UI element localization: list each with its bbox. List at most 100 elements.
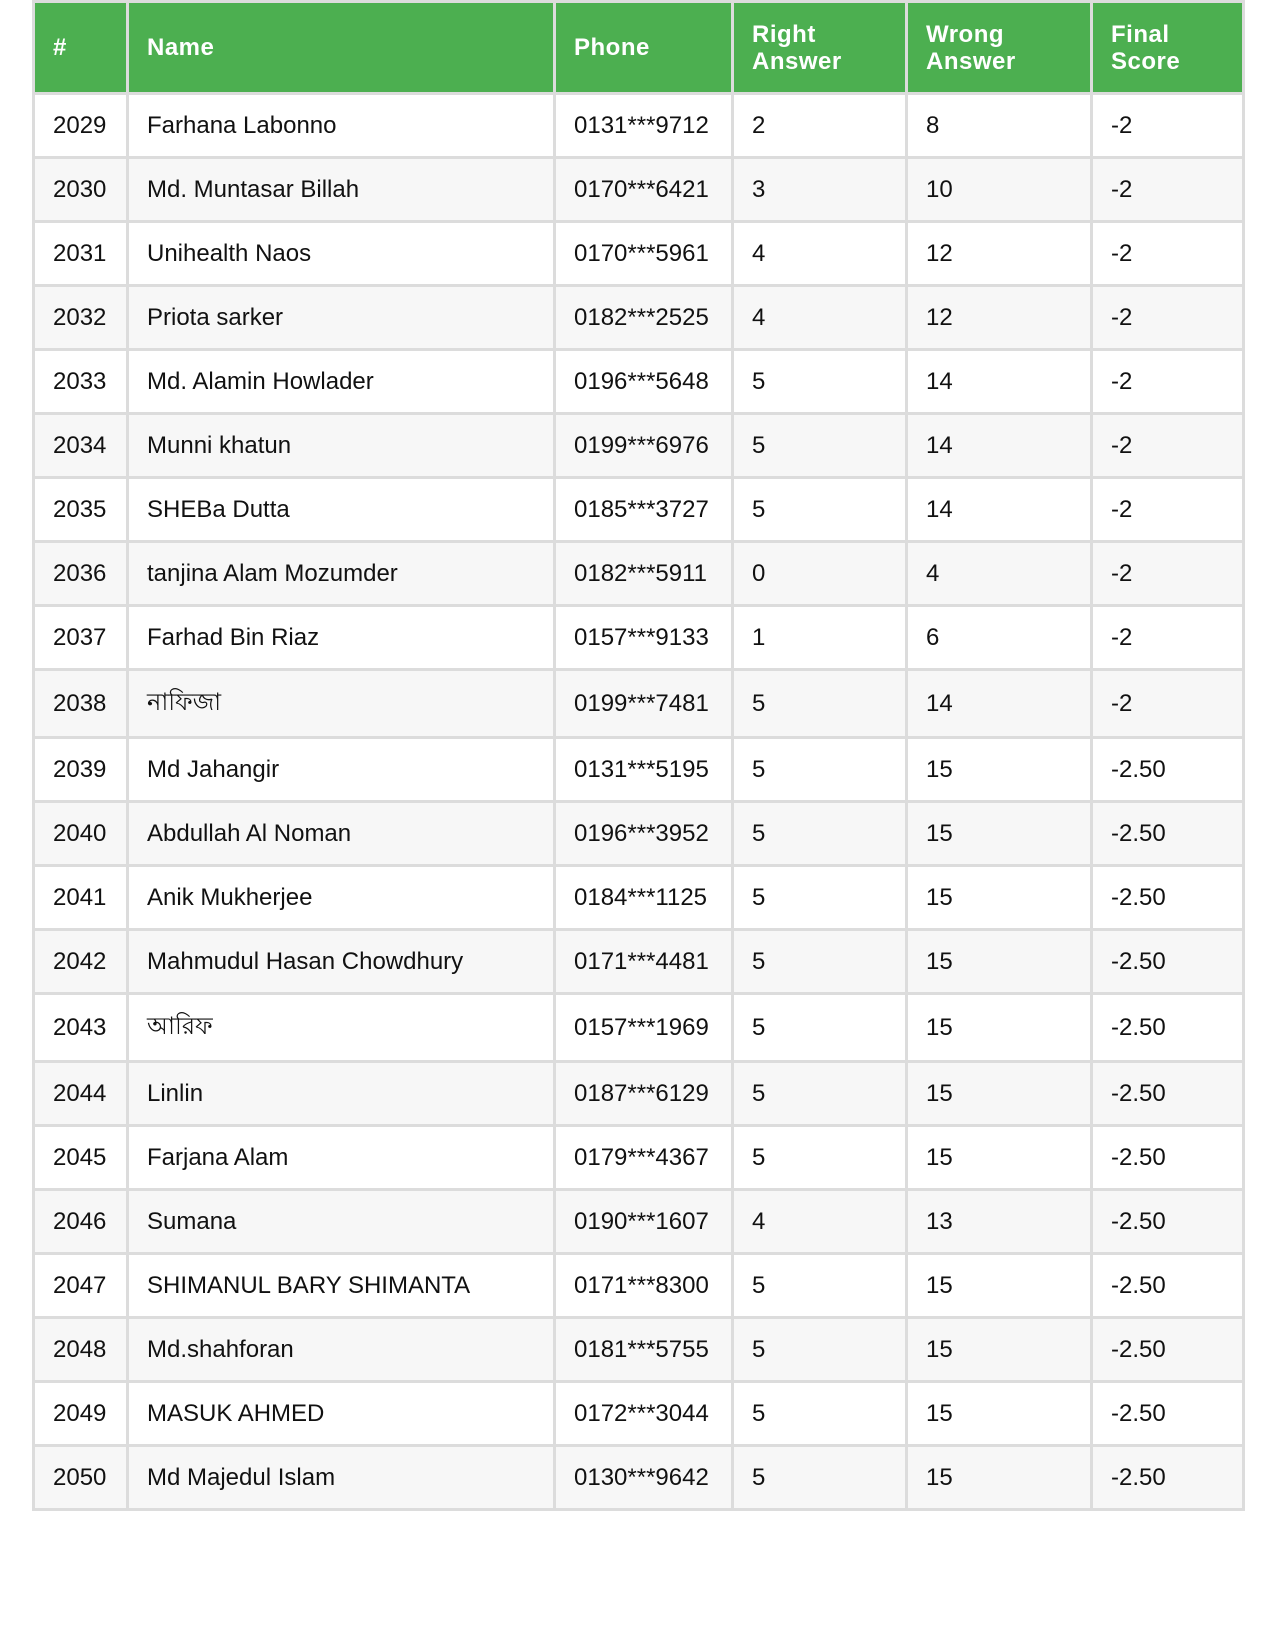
name-cell: Md. Muntasar Billah	[126, 156, 556, 223]
final-score-cell: -2.50	[1090, 1060, 1245, 1127]
phone-cell: 0179***4367	[553, 1124, 734, 1191]
header-row: # Name Phone Right Answer Wrong Answer F…	[32, 0, 1245, 95]
phone-cell: 0131***9712	[553, 92, 734, 159]
table-row: 2029 Farhana Labonno 0131***9712 2 8 -2	[32, 92, 1245, 159]
table-body: 2029 Farhana Labonno 0131***9712 2 8 -2 2030 Md…	[32, 92, 1245, 1511]
rank-cell: 2039	[32, 736, 129, 803]
phone-cell: 0171***8300	[553, 1252, 734, 1319]
phone-cell: 0187***6129	[553, 1060, 734, 1127]
phone-cell: 0182***5911	[553, 540, 734, 607]
col-header-final-score: Final Score	[1090, 0, 1245, 95]
rank-cell: 2034	[32, 412, 129, 479]
final-score-cell: -2.50	[1090, 736, 1245, 803]
col-header-phone: Phone	[553, 0, 734, 95]
phone-cell: 0199***6976	[553, 412, 734, 479]
right-answer-cell: 5	[731, 1444, 908, 1511]
wrong-answer-cell: 14	[905, 412, 1093, 479]
right-answer-cell: 5	[731, 736, 908, 803]
phone-cell: 0190***1607	[553, 1188, 734, 1255]
rank-cell: 2046	[32, 1188, 129, 1255]
right-answer-cell: 1	[731, 604, 908, 671]
table-row: 2041 Anik Mukherjee 0184***1125 5 15 -2.50	[32, 864, 1245, 931]
phone-cell: 0196***5648	[553, 348, 734, 415]
wrong-answer-cell: 15	[905, 1444, 1093, 1511]
table-row: 2043 আরিফ 0157***1969 5 15 -2.50	[32, 992, 1245, 1063]
wrong-answer-cell: 14	[905, 348, 1093, 415]
right-answer-cell: 4	[731, 284, 908, 351]
phone-cell: 0157***9133	[553, 604, 734, 671]
table-row: 2039 Md Jahangir 0131***5195 5 15 -2.50	[32, 736, 1245, 803]
wrong-answer-cell: 15	[905, 1060, 1093, 1127]
final-score-cell: -2	[1090, 156, 1245, 223]
right-answer-cell: 5	[731, 800, 908, 867]
col-header-name: Name	[126, 0, 556, 95]
name-cell: SHIMANUL BARY SHIMANTA	[126, 1252, 556, 1319]
wrong-answer-cell: 15	[905, 800, 1093, 867]
rank-cell: 2044	[32, 1060, 129, 1127]
wrong-answer-cell: 6	[905, 604, 1093, 671]
col-header-rank: #	[32, 0, 129, 95]
final-score-cell: -2.50	[1090, 1188, 1245, 1255]
wrong-answer-cell: 10	[905, 156, 1093, 223]
final-score-cell: -2	[1090, 604, 1245, 671]
phone-cell: 0170***5961	[553, 220, 734, 287]
final-score-cell: -2.50	[1090, 1124, 1245, 1191]
table-row: 2031 Unihealth Naos 0170***5961 4 12 -2	[32, 220, 1245, 287]
final-score-cell: -2.50	[1090, 1316, 1245, 1383]
right-answer-cell: 5	[731, 348, 908, 415]
col-header-right-answer: Right Answer	[731, 0, 908, 95]
name-cell: Abdullah Al Noman	[126, 800, 556, 867]
table-row: 2030 Md. Muntasar Billah 0170***6421 3 10 -2	[32, 156, 1245, 223]
final-score-cell: -2	[1090, 92, 1245, 159]
wrong-answer-cell: 15	[905, 1316, 1093, 1383]
name-cell: Farhad Bin Riaz	[126, 604, 556, 671]
final-score-cell: -2	[1090, 540, 1245, 607]
right-answer-cell: 5	[731, 1060, 908, 1127]
wrong-answer-cell: 14	[905, 476, 1093, 543]
final-score-cell: -2	[1090, 668, 1245, 739]
table-row: 2047 SHIMANUL BARY SHIMANTA 0171***8300 5 15…	[32, 1252, 1245, 1319]
leaderboard-table: # Name Phone Right Answer Wrong Answer F…	[32, 0, 1245, 1511]
wrong-answer-cell: 15	[905, 864, 1093, 931]
phone-cell: 0157***1969	[553, 992, 734, 1063]
table-row: 2040 Abdullah Al Noman 0196***3952 5 15 -2.50	[32, 800, 1245, 867]
table-row: 2044 Linlin 0187***6129 5 15 -2.50	[32, 1060, 1245, 1127]
right-answer-cell: 4	[731, 220, 908, 287]
rank-cell: 2048	[32, 1316, 129, 1383]
table-row: 2034 Munni khatun 0199***6976 5 14 -2	[32, 412, 1245, 479]
wrong-answer-cell: 8	[905, 92, 1093, 159]
rank-cell: 2031	[32, 220, 129, 287]
phone-cell: 0172***3044	[553, 1380, 734, 1447]
rank-cell: 2047	[32, 1252, 129, 1319]
phone-cell: 0185***3727	[553, 476, 734, 543]
right-answer-cell: 5	[731, 992, 908, 1063]
name-cell: Md Jahangir	[126, 736, 556, 803]
rank-cell: 2040	[32, 800, 129, 867]
wrong-answer-cell: 15	[905, 992, 1093, 1063]
final-score-cell: -2	[1090, 412, 1245, 479]
table-row: 2046 Sumana 0190***1607 4 13 -2.50	[32, 1188, 1245, 1255]
final-score-cell: -2.50	[1090, 928, 1245, 995]
name-cell: Farjana Alam	[126, 1124, 556, 1191]
phone-cell: 0184***1125	[553, 864, 734, 931]
wrong-answer-cell: 15	[905, 1380, 1093, 1447]
table-row: 2033 Md. Alamin Howlader 0196***5648 5 14 -2	[32, 348, 1245, 415]
right-answer-cell: 0	[731, 540, 908, 607]
rank-cell: 2033	[32, 348, 129, 415]
table-row: 2032 Priota sarker 0182***2525 4 12 -2	[32, 284, 1245, 351]
final-score-cell: -2.50	[1090, 992, 1245, 1063]
name-cell: Md Majedul Islam	[126, 1444, 556, 1511]
name-cell: SHEBa Dutta	[126, 476, 556, 543]
rank-cell: 2045	[32, 1124, 129, 1191]
wrong-answer-cell: 15	[905, 1124, 1093, 1191]
rank-cell: 2050	[32, 1444, 129, 1511]
final-score-cell: -2.50	[1090, 800, 1245, 867]
rank-cell: 2037	[32, 604, 129, 671]
right-answer-cell: 5	[731, 1316, 908, 1383]
final-score-cell: -2	[1090, 476, 1245, 543]
final-score-cell: -2	[1090, 220, 1245, 287]
right-answer-cell: 5	[731, 476, 908, 543]
right-answer-cell: 5	[731, 412, 908, 479]
name-cell: Sumana	[126, 1188, 556, 1255]
name-cell: Munni khatun	[126, 412, 556, 479]
